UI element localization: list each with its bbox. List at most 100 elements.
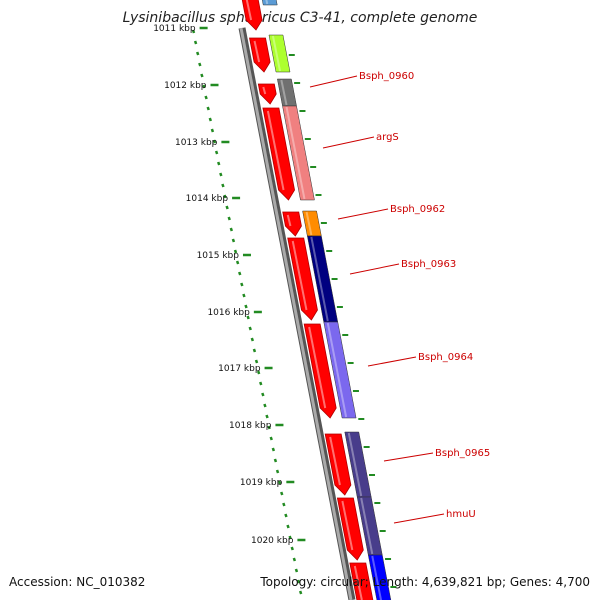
scale-tick-label: 1020 kbp — [251, 536, 294, 546]
accession-text: Accession: NC_010382 — [9, 575, 146, 589]
scale-dot — [269, 436, 273, 441]
scale-dot — [271, 447, 276, 452]
forward-gene-arrow — [249, 37, 271, 73]
scale-dot — [296, 579, 301, 584]
gene-highlight — [271, 35, 282, 72]
forward-gene-arrow — [287, 237, 318, 321]
genome-backbone — [238, 27, 356, 600]
scale-dot — [254, 359, 259, 364]
gene-label: Bsph_0962 — [390, 204, 445, 215]
scale-dot — [202, 84, 206, 89]
scale-dot — [231, 238, 236, 243]
forward-gene-arrow — [262, 107, 295, 201]
scale-dot — [250, 337, 255, 342]
scale-dot — [273, 458, 278, 463]
reverse-gene-block — [277, 78, 297, 107]
scale-dot — [256, 370, 261, 375]
scale-dot — [208, 117, 212, 122]
forward-gene-arrow — [324, 433, 352, 496]
scale-tick-label: 1014 kbp — [186, 194, 229, 204]
scale-tick-label: 1015 kbp — [197, 251, 240, 261]
gene-label: Bsph_0965 — [435, 448, 490, 459]
reverse-gene-block — [367, 554, 392, 600]
scale-dot — [290, 546, 294, 551]
reverse-gene-block — [282, 105, 315, 201]
forward-strand-genes — [241, 0, 374, 600]
scale-dot — [294, 568, 299, 573]
scale-dot — [238, 271, 242, 276]
scale-dot — [265, 414, 269, 419]
forward-gene-arrow — [257, 83, 277, 105]
forward-gene-arrow — [303, 323, 337, 419]
scale-tick-label: 1016 kbp — [207, 308, 250, 318]
gene-highlight — [253, 40, 261, 63]
scale-dot — [275, 469, 280, 474]
reverse-gene-block — [262, 0, 278, 6]
gene-highlight — [347, 432, 363, 497]
scale-dot — [282, 502, 286, 507]
gene-labels: Bsph_0960 argS Bsph_0962 Bsph_0963 Bsph_0964… — [309, 71, 490, 524]
gene-highlight — [262, 86, 267, 95]
gene-highlight — [291, 240, 308, 311]
scale-dot — [248, 326, 252, 331]
scale-dot — [200, 73, 204, 78]
scale-dot — [193, 40, 198, 45]
map-title: Lysinibacillus sphaericus C3-41, complet… — [122, 10, 478, 26]
reverse-gene-block — [323, 321, 357, 419]
gene-label-line — [309, 75, 358, 88]
reverse-strand-genes — [262, 0, 392, 600]
scale-dot — [277, 480, 282, 485]
scale-tick-label: 1013 kbp — [175, 138, 218, 148]
gene-label: Bsph_0960 — [359, 71, 414, 82]
gene-highlight — [286, 214, 292, 227]
scale-dot — [210, 128, 215, 133]
scale-dot — [212, 139, 217, 144]
forward-gene-arrow — [336, 497, 364, 561]
gene-highlight — [308, 326, 327, 409]
gene-highlight — [329, 436, 341, 486]
forward-gene-arrow — [282, 211, 302, 237]
gene-label: argS — [376, 132, 399, 143]
gene-highlight — [305, 211, 313, 236]
gene-highlight — [266, 110, 285, 191]
scale-dot — [286, 524, 290, 529]
scale-dot — [252, 348, 257, 353]
scale-dot — [191, 29, 196, 34]
scale-dot — [263, 403, 267, 408]
gene-label: Bsph_0964 — [418, 352, 473, 363]
scale-dot — [267, 425, 271, 430]
scale-dot — [246, 315, 250, 320]
gene-label: Bsph_0963 — [401, 259, 456, 270]
gene-highlight — [326, 322, 348, 418]
scale-tick-label: 1018 kbp — [229, 421, 272, 431]
gene-highlight — [310, 236, 329, 322]
scale-dot — [288, 535, 292, 540]
scale-dot — [280, 491, 284, 496]
forward-gene-arrow — [241, 0, 263, 31]
gene-label: hmuU — [446, 509, 476, 520]
gene-label-line — [322, 136, 375, 149]
gene-label-line — [337, 208, 389, 220]
scale-dot — [223, 194, 227, 199]
scale-dot — [284, 513, 288, 518]
scale-tick-label: 1011 kbp — [153, 24, 196, 34]
scale-dot — [244, 304, 248, 309]
scale-dot — [214, 150, 219, 155]
scale-dot — [198, 62, 202, 67]
gene-highlight — [353, 565, 363, 600]
scale-dot — [229, 227, 234, 232]
scale-dot — [204, 95, 208, 100]
scale-tick-label: 1017 kbp — [218, 364, 261, 374]
gene-label-line — [393, 513, 445, 524]
gene-highlight — [371, 555, 383, 600]
scale-tick-label: 1019 kbp — [240, 478, 283, 488]
gene-label-line — [367, 356, 417, 367]
scale-dot — [221, 183, 225, 188]
gene-label-line — [383, 452, 434, 462]
scale-dot — [292, 557, 297, 562]
scale-dot — [298, 590, 303, 595]
scale-dot — [261, 392, 265, 397]
gene-highlight — [265, 0, 269, 5]
scale-dot — [242, 293, 246, 298]
